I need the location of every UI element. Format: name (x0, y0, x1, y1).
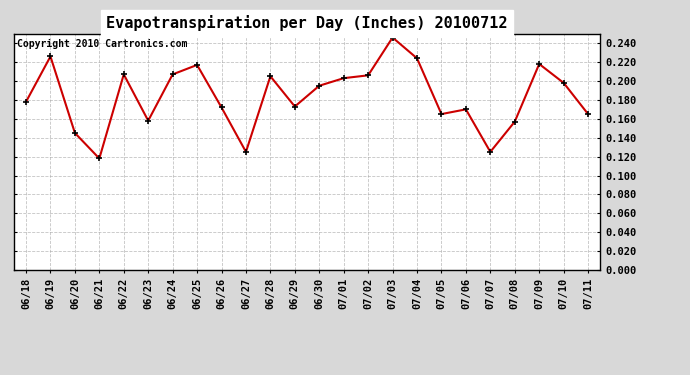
Title: Evapotranspiration per Day (Inches) 20100712: Evapotranspiration per Day (Inches) 2010… (106, 15, 508, 31)
Text: Copyright 2010 Cartronics.com: Copyright 2010 Cartronics.com (17, 39, 187, 48)
